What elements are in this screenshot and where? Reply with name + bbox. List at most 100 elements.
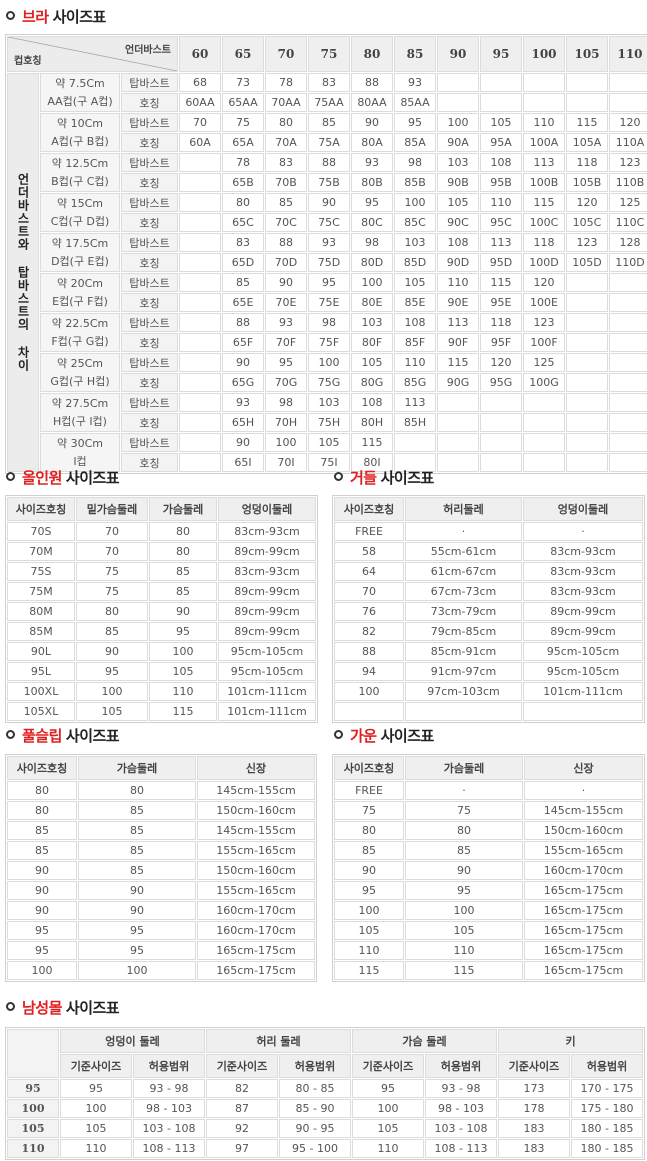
size-cell bbox=[480, 93, 522, 112]
table-cell: 95 bbox=[78, 921, 196, 940]
top-bust-cell: 110 bbox=[480, 193, 522, 212]
table-cell: 105 bbox=[60, 1119, 132, 1138]
table-cell: 150cm-160cm bbox=[197, 861, 315, 880]
table-cell: 95 bbox=[7, 921, 77, 940]
table-cell: 85M bbox=[7, 622, 75, 641]
table-cell: 165cm-175cm bbox=[197, 941, 315, 960]
table-cell: 100 bbox=[60, 1099, 132, 1118]
table-row: 약 17.5Cm D컵(구 E컵) 탑바스트 83 88 93 98 103 108 113 118… bbox=[7, 233, 647, 272]
size-cell: 80H bbox=[351, 413, 393, 432]
table-cell: 85 bbox=[7, 841, 77, 860]
table-cell: 76 bbox=[334, 602, 404, 621]
table-cell: 70 bbox=[76, 542, 148, 561]
size-cell: 70C bbox=[265, 213, 307, 232]
size-cell: 95G bbox=[480, 373, 522, 392]
cup-difference: 약 12.5Cm bbox=[51, 156, 109, 170]
cup-name: C컵(구 D컵) bbox=[50, 214, 110, 228]
bra-size-table: 언더바스트 컵호칭 60 65 70 75 80 85 90 95 100 105 110 언더바스트와 … bbox=[5, 34, 647, 474]
table-cell: 95cm-105cm bbox=[523, 642, 643, 661]
table-cell: FREE bbox=[334, 781, 404, 800]
column-header: 사이즈호칭 bbox=[334, 756, 404, 780]
table-row: 64 61cm-67cm 83cm-93cm bbox=[334, 562, 643, 581]
top-bust-cell: 100 bbox=[437, 113, 479, 132]
top-bust-cell: 83 bbox=[265, 153, 307, 172]
allinone-size-table: 사이즈호칭 밑가슴둘레 가슴둘레 엉덩이둘레 70S 70 80 83cm-93cm 70M 70… bbox=[5, 495, 318, 723]
size-cell: 65G bbox=[222, 373, 264, 392]
bullet-icon bbox=[6, 11, 15, 20]
size-cell: 75AA bbox=[308, 93, 350, 112]
table-row bbox=[334, 702, 643, 721]
size-label: 호칭 bbox=[121, 333, 178, 352]
corner-header: 언더바스트 컵호칭 bbox=[7, 36, 178, 72]
size-cell: 100A bbox=[523, 133, 565, 152]
underbust-header: 110 bbox=[609, 36, 647, 72]
top-bust-cell: 90 bbox=[222, 433, 264, 452]
size-cell: 85E bbox=[394, 293, 436, 312]
table-cell: 80M bbox=[7, 602, 75, 621]
top-bust-cell: 103 bbox=[394, 233, 436, 252]
group-header: 허리 둘레 bbox=[206, 1029, 351, 1053]
table-cell: 90 - 95 bbox=[279, 1119, 351, 1138]
header-row: 사이즈호칭 가슴둘레 신장 bbox=[334, 756, 643, 780]
table-cell: 105 bbox=[76, 702, 148, 721]
table-cell: 85 - 90 bbox=[279, 1099, 351, 1118]
table-cell: 101cm-111cm bbox=[523, 682, 643, 701]
column-header: 가슴둘레 bbox=[149, 497, 217, 521]
top-bust-cell: 120 bbox=[523, 273, 565, 292]
table-cell: 180 - 185 bbox=[571, 1119, 643, 1138]
table-cell: 105 bbox=[405, 921, 523, 940]
top-bust-cell: 108 bbox=[480, 153, 522, 172]
size-cell: 80C bbox=[351, 213, 393, 232]
table-cell: 85 bbox=[7, 821, 77, 840]
header-row: 사이즈호칭 가슴둘레 신장 bbox=[7, 756, 315, 780]
size-cell: 80D bbox=[351, 253, 393, 272]
cup-name: H컵(구 I컵) bbox=[53, 414, 107, 428]
size-cell bbox=[609, 413, 647, 432]
top-bust-cell bbox=[437, 393, 479, 412]
table-cell: 75M bbox=[7, 582, 75, 601]
cup-name: F컵(구 G컵) bbox=[51, 334, 109, 348]
top-bust-cell: 105 bbox=[480, 113, 522, 132]
size-cell bbox=[179, 453, 221, 472]
size-cell: 80A bbox=[351, 133, 393, 152]
table-row: 100 100 98 - 103 87 85 - 90 100 98 - 103 178 175… bbox=[7, 1099, 643, 1118]
top-bust-cell: 93 bbox=[308, 233, 350, 252]
table-row: 80 80 145cm-155cm bbox=[7, 781, 315, 800]
table-cell: 98 - 103 bbox=[133, 1099, 205, 1118]
size-cell bbox=[566, 293, 608, 312]
top-bust-cell: 113 bbox=[394, 393, 436, 412]
table-cell: 90 bbox=[405, 861, 523, 880]
table-cell: 85 bbox=[78, 821, 196, 840]
table-cell: 85 bbox=[78, 861, 196, 880]
size-cell: 75D bbox=[308, 253, 350, 272]
table-cell: 88 bbox=[334, 642, 404, 661]
size-cell: 60AA bbox=[179, 93, 221, 112]
table-cell: 95 bbox=[76, 662, 148, 681]
size-cell bbox=[523, 93, 565, 112]
size-cell: 60A bbox=[179, 133, 221, 152]
table-cell: 90 bbox=[78, 901, 196, 920]
top-bust-cell: 108 bbox=[394, 313, 436, 332]
top-bust-cell: 115 bbox=[437, 353, 479, 372]
table-row: FREE · · bbox=[334, 781, 643, 800]
table-cell: 92 bbox=[206, 1119, 278, 1138]
table-cell: 91cm-97cm bbox=[405, 662, 522, 681]
table-cell: · bbox=[405, 781, 523, 800]
table-cell: 90L bbox=[7, 642, 75, 661]
top-bust-cell: 85 bbox=[308, 113, 350, 132]
fullslip-title: 풀슬립 사이즈표 bbox=[6, 725, 120, 746]
table-row: 95 95 165cm-175cm bbox=[334, 881, 643, 900]
table-cell: 175 - 180 bbox=[571, 1099, 643, 1118]
table-row: 85 85 155cm-165cm bbox=[334, 841, 643, 860]
table-cell bbox=[334, 702, 404, 721]
table-cell: 83cm-93cm bbox=[523, 542, 643, 561]
table-row: 88 85cm-91cm 95cm-105cm bbox=[334, 642, 643, 661]
size-cell bbox=[609, 333, 647, 352]
cup-name: I컵 bbox=[73, 454, 87, 468]
girdle-title: 거들 사이즈표 bbox=[334, 467, 434, 488]
size-cell: 95E bbox=[480, 293, 522, 312]
table-cell: 165cm-175cm bbox=[524, 941, 643, 960]
size-cell bbox=[437, 413, 479, 432]
top-bust-cell bbox=[609, 313, 647, 332]
top-bust-cell: 100 bbox=[351, 273, 393, 292]
